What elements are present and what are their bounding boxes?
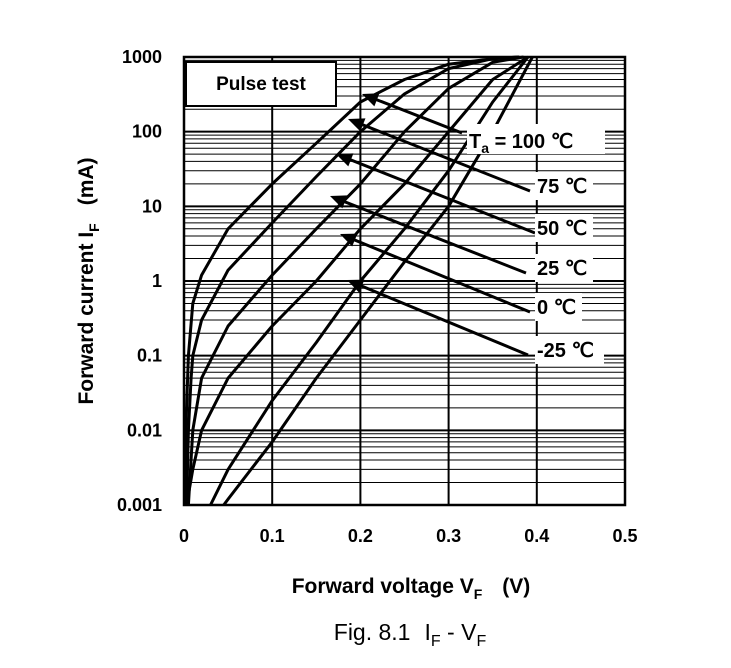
y-tick-label: 100	[132, 122, 162, 142]
temperature-label-backdrop	[535, 293, 582, 321]
figure-caption-sub1: F	[431, 633, 441, 650]
temperature-label: 50 ℃	[537, 218, 587, 240]
temperature-label: -25 ℃	[537, 340, 594, 362]
figure-caption-i: I	[424, 619, 430, 645]
pulse-test-box: Pulse test	[185, 61, 337, 107]
temperature-arrow-head	[340, 233, 358, 247]
series-curve-1	[185, 55, 520, 506]
y-tick-label: 0.01	[127, 420, 162, 440]
y-tick-labels: 1000 100 10 1 0.1 0.01 0.001	[117, 47, 162, 515]
x-axis-title: Forward voltage VF (V)	[292, 575, 531, 602]
temperature-label-100: Ta = 100 ℃	[469, 131, 573, 156]
y-axis-title: Forward current IF (mA)	[75, 157, 102, 404]
temperature-label: 25 ℃	[537, 258, 587, 280]
x-axis-title-unit: (V)	[502, 575, 530, 598]
temperature-label-backdrop	[535, 214, 593, 242]
temperature-arrow-line	[341, 154, 536, 235]
temperature-arrow-line	[351, 280, 529, 357]
temperature-label-group: 0 ℃	[340, 233, 582, 321]
temperature-arrow-line	[335, 196, 527, 275]
temperature-arrow-head	[336, 153, 354, 167]
x-tick-label: 0	[179, 526, 189, 546]
temperature-label-group: 75 ℃	[348, 118, 593, 200]
temperature-label-backdrop	[535, 172, 593, 200]
y-axis-title-unit: (mA)	[75, 157, 98, 205]
temperature-arrow-head	[348, 118, 366, 132]
temperature-label-group: 50 ℃	[336, 153, 593, 242]
temperature-label: 0 ℃	[537, 297, 576, 319]
temperature-label-group: 25 ℃	[330, 195, 593, 282]
figure-caption-prefix: Fig. 8.1	[334, 619, 411, 645]
temperature-arrow-line	[353, 119, 531, 193]
temperature-arrow-line	[367, 94, 463, 135]
svg-text:Forward current IF(mA): Forward current IF (mA)	[75, 157, 102, 404]
temperature-labels: Ta = 100 ℃ 75 ℃ 50 ℃ 25 ℃ 0 ℃ -25 ℃	[330, 93, 605, 364]
y-tick-label: 1	[152, 271, 162, 291]
series-curve-5	[222, 56, 534, 506]
figure-caption: Fig. 8.1 IF - VF	[334, 619, 487, 650]
y-tick-label: 1000	[122, 47, 162, 67]
temperature-label-backdrop	[535, 336, 604, 364]
temperature-label-backdrop	[467, 124, 605, 154]
y-tick-label: 0.1	[137, 346, 162, 366]
figure-caption-sub2: F	[476, 633, 486, 650]
series-curve-3	[185, 55, 529, 506]
x-tick-label: 0.1	[260, 526, 285, 546]
temperature-arrow-line	[344, 234, 531, 314]
plot-frame	[182, 55, 627, 507]
x-tick-labels: 0 0.1 0.2 0.3 0.4 0.5	[179, 526, 638, 546]
pulse-test-label: Pulse test	[216, 74, 306, 95]
y-axis-title-main: Forward current I	[75, 232, 98, 405]
figure-caption-dash: - V	[441, 619, 477, 645]
temperature-label-group: -25 ℃	[347, 279, 604, 364]
temperature-label-group: Ta = 100 ℃	[362, 93, 605, 156]
temperature-arrow-head	[362, 93, 380, 107]
x-tick-label: 0.4	[524, 526, 549, 546]
x-tick-label: 0.5	[612, 526, 637, 546]
temperature-arrow-head	[347, 279, 365, 293]
temperature-label-backdrop	[535, 254, 593, 282]
temperature-arrow-head	[330, 195, 348, 209]
series-curve-2	[186, 55, 524, 506]
y-axis-title-sub: F	[86, 223, 102, 232]
y-tick-label: 10	[142, 196, 162, 216]
x-axis-title-main: Forward voltage V	[292, 575, 474, 598]
temperature-label: 75 ℃	[537, 176, 587, 198]
x-tick-label: 0.2	[348, 526, 373, 546]
series-curve-0	[183, 55, 520, 506]
x-tick-label: 0.3	[436, 526, 461, 546]
x-axis-title-sub: F	[474, 586, 483, 602]
y-tick-label: 0.001	[117, 495, 162, 515]
